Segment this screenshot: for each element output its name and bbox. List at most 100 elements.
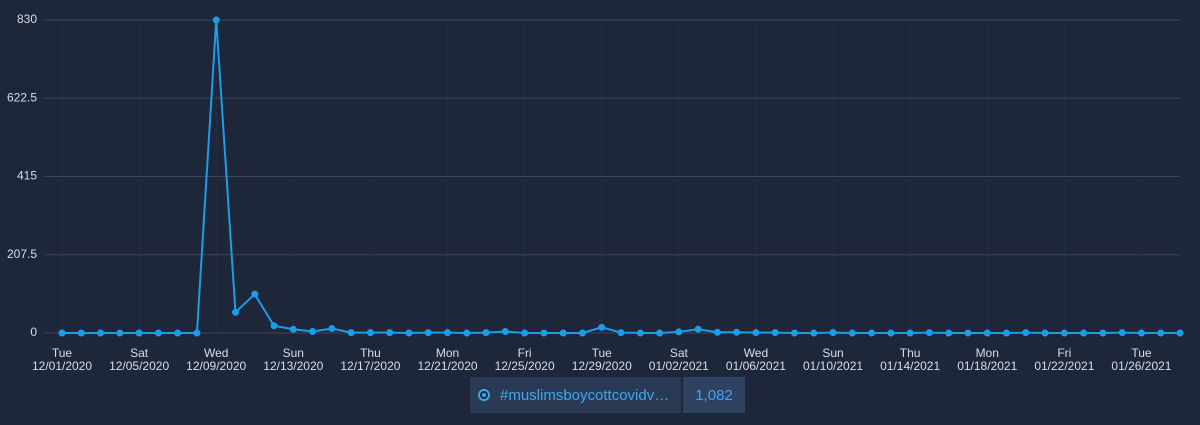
x-tick-weekday: Sun <box>822 346 843 360</box>
point <box>251 290 259 298</box>
x-tick-weekday: Tue <box>1131 346 1152 360</box>
point <box>810 329 818 337</box>
point <box>405 329 413 337</box>
point <box>964 329 972 337</box>
point <box>444 329 452 337</box>
x-tick-label: 01/02/2021 <box>649 359 709 373</box>
point <box>868 329 876 337</box>
legend[interactable]: #muslimsboycottcovidv… 1,082 <box>470 377 745 413</box>
point <box>386 329 394 337</box>
x-tick-label: 01/06/2021 <box>726 359 786 373</box>
point <box>1041 329 1049 337</box>
y-tick-label: 622.5 <box>7 90 37 104</box>
point <box>1176 329 1184 337</box>
x-tick-weekday: Sat <box>670 346 689 360</box>
point <box>598 323 606 331</box>
point <box>97 329 105 337</box>
point <box>1118 329 1126 337</box>
point <box>636 329 644 337</box>
legend-entry[interactable]: #muslimsboycottcovidv… <box>470 377 682 413</box>
point <box>540 329 548 337</box>
point <box>309 327 317 335</box>
x-tick-label: 12/05/2020 <box>109 359 169 373</box>
point <box>521 329 529 337</box>
point <box>58 329 66 337</box>
x-tick-weekday: Sat <box>130 346 149 360</box>
x-tick-weekday: Sun <box>283 346 304 360</box>
x-tick-label: 01/10/2021 <box>803 359 863 373</box>
x-tick-weekday: Thu <box>900 346 921 360</box>
y-tick-label: 415 <box>17 169 37 183</box>
point <box>578 329 586 337</box>
point <box>270 322 278 330</box>
point <box>289 325 297 333</box>
point <box>1099 329 1107 337</box>
x-tick-label: 12/29/2020 <box>572 359 632 373</box>
point <box>925 329 933 337</box>
point <box>887 329 895 337</box>
point <box>945 329 953 337</box>
x-tick-weekday: Wed <box>744 346 768 360</box>
x-tick-label: 01/18/2021 <box>957 359 1017 373</box>
x-tick-weekday: Tue <box>592 346 613 360</box>
point <box>1137 329 1145 337</box>
point <box>906 329 914 337</box>
point <box>1080 329 1088 337</box>
point <box>366 329 374 337</box>
x-tick-label: 12/17/2020 <box>340 359 400 373</box>
x-tick-label: 12/25/2020 <box>495 359 555 373</box>
x-tick-label: 12/21/2020 <box>417 359 477 373</box>
point <box>559 329 567 337</box>
point <box>482 329 490 337</box>
x-tick-label: 12/09/2020 <box>186 359 246 373</box>
point <box>713 328 721 336</box>
y-tick-label: 0 <box>30 325 37 339</box>
legend-marker <box>478 389 490 401</box>
point <box>135 329 143 337</box>
point <box>77 329 85 337</box>
y-tick-label: 830 <box>17 12 37 26</box>
point <box>829 329 837 337</box>
point <box>154 329 162 337</box>
point <box>983 329 991 337</box>
point <box>231 308 239 316</box>
point <box>328 324 336 332</box>
point <box>212 16 220 24</box>
x-tick-label: 01/26/2021 <box>1111 359 1171 373</box>
x-tick-weekday: Wed <box>204 346 228 360</box>
point <box>1157 329 1165 337</box>
point <box>675 328 683 336</box>
point <box>347 329 355 337</box>
point <box>1060 329 1068 337</box>
point <box>463 329 471 337</box>
point <box>501 327 509 335</box>
x-tick-label: 01/14/2021 <box>880 359 940 373</box>
x-tick-label: 12/01/2020 <box>32 359 92 373</box>
x-tick-label: 01/22/2021 <box>1034 359 1094 373</box>
legend-total: 1,082 <box>683 377 745 413</box>
x-tick-weekday: Tue <box>52 346 73 360</box>
point <box>193 329 201 337</box>
x-tick-label: 12/13/2020 <box>263 359 323 373</box>
point <box>1003 329 1011 337</box>
point <box>174 329 182 337</box>
point <box>656 329 664 337</box>
point <box>694 325 702 333</box>
x-tick-weekday: Thu <box>360 346 381 360</box>
point <box>848 329 856 337</box>
x-tick-weekday: Fri <box>1057 346 1071 360</box>
point <box>752 329 760 337</box>
x-tick-weekday: Fri <box>518 346 532 360</box>
point <box>733 328 741 336</box>
point <box>771 329 779 337</box>
x-tick-weekday: Mon <box>976 346 999 360</box>
point <box>424 329 432 337</box>
point <box>1022 329 1030 337</box>
legend-label: #muslimsboycottcovidv… <box>500 386 670 404</box>
point <box>790 329 798 337</box>
point <box>617 329 625 337</box>
x-tick-weekday: Mon <box>436 346 459 360</box>
point <box>116 329 124 337</box>
y-tick-label: 207.5 <box>7 247 37 261</box>
